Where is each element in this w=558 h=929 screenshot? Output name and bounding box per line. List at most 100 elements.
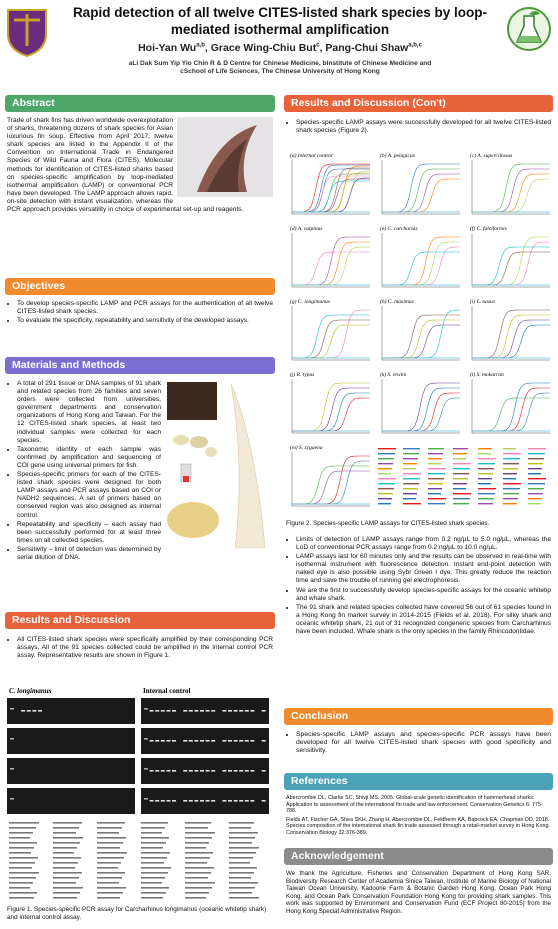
legend-line (428, 448, 444, 450)
species-key-line (53, 827, 79, 829)
species-key-line (229, 837, 255, 839)
references-text: Abercrombie DL, Clarke SC, Shivji MS. 20… (286, 795, 551, 845)
gel-image (7, 728, 135, 754)
species-key-line (229, 867, 257, 869)
species-key-line (97, 877, 122, 879)
species-key-line (53, 887, 83, 889)
panel-label: (l) S. mokarran (470, 371, 504, 378)
gel-image (7, 698, 135, 724)
species-key-line (97, 842, 123, 844)
gel-band (166, 740, 171, 742)
gel-band (233, 740, 238, 742)
amplification-curve (382, 236, 460, 286)
gel-band (228, 770, 232, 772)
legend-line (478, 498, 494, 500)
amplification-curve (472, 168, 550, 213)
legend-line (478, 468, 494, 470)
legend-line (403, 453, 419, 455)
abstract-body: Trade of shark fins has driven worldwide… (7, 117, 244, 214)
gel-band (222, 710, 227, 712)
objectives-text: To develop species-specific LAMP and PCR… (7, 300, 273, 350)
panel-label: (j) R. typus (290, 371, 314, 378)
species-key-line (97, 887, 126, 889)
gel-band (211, 800, 216, 802)
legend-line (503, 478, 516, 480)
legend-line (528, 448, 546, 450)
species-key-line (97, 892, 123, 894)
legend-line (428, 478, 444, 480)
species-key-line (97, 837, 126, 839)
gel-band (233, 710, 238, 712)
legend-line (403, 463, 417, 465)
legend-line (503, 448, 516, 450)
gel-band (149, 770, 154, 772)
affiliation: aLi Dak Sum Yip Yio Chin R & D Centre fo… (128, 60, 432, 67)
plot-axes (381, 233, 460, 288)
legend-line (478, 458, 496, 460)
amplification-curve (472, 246, 550, 286)
gel-image (7, 758, 135, 784)
species-key-line (141, 832, 162, 834)
legend-line (528, 493, 543, 495)
amplification-curve (292, 324, 370, 359)
reference: Fields AT, Fischer GA, Shea SKH, Zhang H… (286, 816, 550, 836)
amplification-curve (472, 397, 550, 432)
gel-image (141, 788, 269, 814)
species-key-line (9, 887, 30, 889)
gel-band (10, 708, 14, 710)
legend-line (378, 448, 396, 450)
author-name: , Grace Wing-Chiu But (204, 42, 317, 54)
species-key-line (9, 822, 39, 824)
legend-line (378, 498, 392, 500)
legend-line (428, 483, 443, 485)
panel-label: (e) C. carcharias (380, 225, 418, 232)
amplification-curve (382, 314, 460, 359)
panel-label: (f) C. falciformis (470, 225, 507, 232)
legend-line (478, 483, 491, 485)
species-key-line (53, 822, 82, 824)
legend-line (528, 473, 541, 475)
bullet-list: All CITES-listed shark species were spec… (7, 636, 273, 660)
gel-band (166, 800, 171, 802)
plot-axes (381, 379, 460, 434)
legend-line (378, 453, 395, 455)
species-key-line (185, 867, 214, 869)
species-key-line (185, 837, 212, 839)
gel-band (144, 738, 148, 740)
conclusion-text: Species-specific LAMP assays and species… (286, 731, 551, 767)
bullet: We are the first to successfully develop… (296, 587, 551, 603)
species-key-line (53, 832, 76, 834)
amplification-curve (472, 241, 550, 286)
gel-band (194, 740, 199, 742)
legend-line (503, 463, 519, 465)
species-key-line (185, 832, 215, 834)
gel-band (194, 710, 199, 712)
gel-band (10, 798, 14, 800)
gel-band (239, 710, 244, 712)
species-key-line (229, 872, 254, 874)
bullet: All CITES-listed shark species were spec… (17, 636, 273, 660)
species-key-line (229, 897, 259, 899)
gel-band (188, 770, 193, 772)
species-key-line (141, 867, 171, 869)
legend-line (428, 493, 441, 495)
gel-band (205, 770, 210, 772)
plot-axes (291, 452, 370, 507)
amplification-curve (382, 387, 460, 432)
species-key-line (97, 857, 124, 859)
gel-band (188, 740, 193, 742)
gel-band (188, 800, 193, 802)
affiliation: cSchool of Life Sciences, The Chinese Un… (180, 68, 380, 75)
species-key-line (229, 862, 250, 864)
species-key-line (9, 847, 34, 849)
species-key-line (97, 852, 127, 854)
gel-band (261, 770, 266, 772)
legend-line (378, 483, 395, 485)
gel-band (222, 770, 227, 772)
gel-band (244, 800, 249, 802)
species-key-line (185, 842, 209, 844)
species-key-line (185, 882, 215, 884)
gel-band (250, 710, 255, 712)
gel-band (261, 740, 266, 742)
species-key-line (97, 862, 121, 864)
